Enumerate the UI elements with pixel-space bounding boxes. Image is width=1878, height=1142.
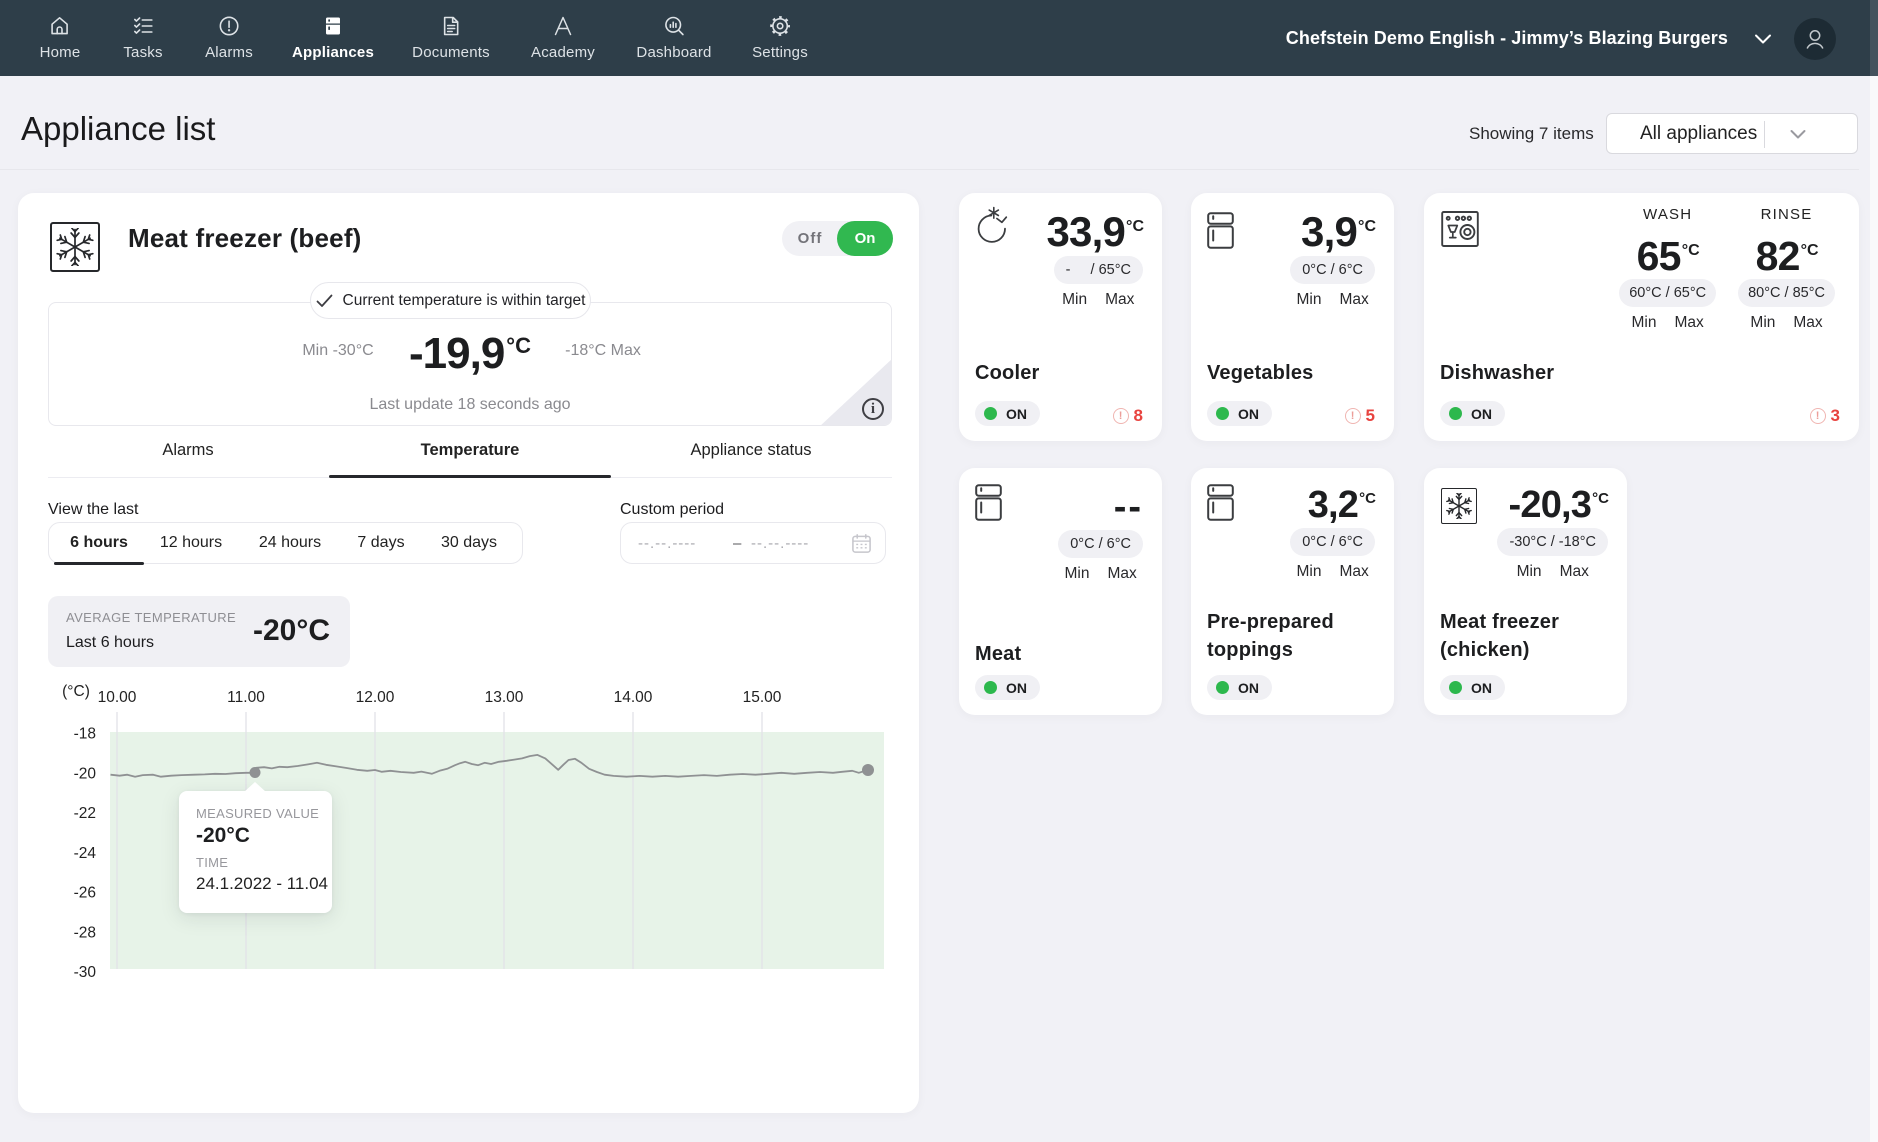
svg-text:15.00: 15.00: [743, 689, 782, 706]
svg-text:11.00: 11.00: [227, 689, 265, 706]
svg-text:-22: -22: [74, 805, 96, 822]
svg-text:(°C): (°C): [62, 683, 90, 700]
svg-text:13.00: 13.00: [485, 689, 524, 706]
svg-text:-20: -20: [74, 765, 97, 782]
svg-text:-18: -18: [74, 726, 96, 743]
svg-text:12.00: 12.00: [356, 689, 395, 706]
svg-text:14.00: 14.00: [614, 689, 653, 706]
svg-text:-30: -30: [74, 964, 97, 981]
svg-text:-28: -28: [74, 924, 96, 941]
svg-text:-26: -26: [74, 885, 96, 902]
svg-text:10.00: 10.00: [98, 689, 137, 706]
svg-text:-24: -24: [74, 845, 97, 862]
